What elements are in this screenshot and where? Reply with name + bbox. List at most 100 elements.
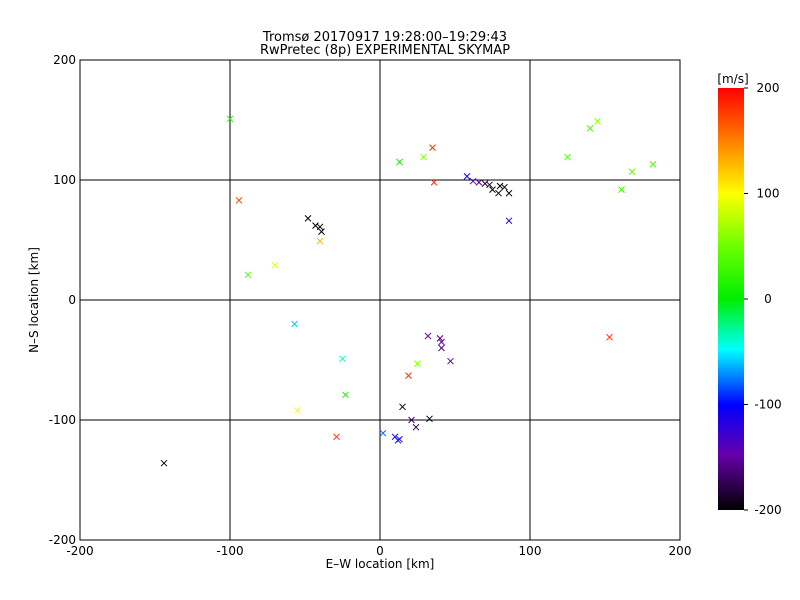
scatter-point-stroke (318, 228, 325, 235)
scatter-point-stroke (430, 179, 438, 186)
scatter-point (628, 168, 636, 175)
colorbar-tick-label: -100 (754, 398, 781, 412)
scatter-point-stroke (342, 391, 349, 399)
scatter-point (312, 222, 319, 229)
scatter-point-stroke (426, 415, 433, 423)
scatter-points (160, 115, 657, 467)
colorbar-tick-label: 200 (757, 81, 780, 95)
scatter-point (399, 403, 406, 411)
scatter-point (304, 215, 312, 222)
y-tick-label: -100 (49, 413, 76, 427)
scatter-point (342, 391, 349, 399)
scatter-point-stroke (618, 186, 625, 193)
scatter-point (618, 186, 625, 193)
scatter-point (438, 338, 445, 346)
scatter-point-stroke (505, 217, 513, 225)
scatter-point (469, 177, 477, 185)
scatter-point (244, 271, 252, 279)
scatter-point-stroke (226, 115, 234, 123)
plot-area: -200 -100 0 100 200 -200 -100 0 100 200 (49, 53, 692, 558)
scatter-point (505, 189, 513, 197)
colorbar-tick-label: 100 (757, 187, 780, 201)
scatter-point (396, 435, 403, 443)
scatter-point (438, 344, 445, 352)
scatter-point (501, 183, 508, 191)
colorbar-tick-label: 0 (764, 292, 772, 306)
colorbar-ticks: 200 100 0 -100 -200 (744, 81, 782, 517)
scatter-point-stroke (408, 416, 415, 424)
scatter-point (412, 423, 420, 431)
scatter-point (396, 158, 403, 166)
scatter-point (586, 125, 594, 132)
scatter-point-stroke (339, 355, 346, 363)
x-tick-label: -200 (66, 544, 93, 558)
scatter-point (271, 261, 279, 269)
scatter-point (594, 117, 601, 125)
grid-lines (80, 60, 680, 540)
y-tick-label: 200 (53, 53, 76, 67)
scatter-point-stroke (463, 173, 471, 180)
scatter-point (649, 161, 657, 168)
scatter-point-stroke (424, 332, 432, 340)
scatter-point (495, 189, 502, 197)
scatter-point-stroke (438, 344, 445, 352)
scatter-point (505, 217, 513, 225)
scatter-point (486, 181, 493, 189)
colorbar-tick-label: -200 (754, 503, 781, 517)
scatter-point (339, 355, 346, 363)
scatter-point (426, 415, 433, 423)
y-tick-label: 100 (53, 173, 76, 187)
scatter-point (475, 179, 483, 186)
scatter-point-stroke (436, 335, 444, 342)
scatter-point-stroke (475, 179, 483, 186)
chart-title: Tromsø 20170917 19:28:00–19:29:43 (262, 30, 507, 45)
x-axis-ticks: -200 -100 0 100 200 (66, 534, 691, 558)
y-tick-label: 0 (68, 293, 76, 307)
scatter-point-stroke (489, 186, 496, 193)
scatter-point-stroke (294, 407, 301, 414)
scatter-point-stroke (405, 372, 412, 379)
scatter-point-stroke (438, 338, 445, 346)
y-axis-label: N–S location [km] (27, 247, 41, 353)
x-tick-label: -100 (216, 544, 243, 558)
scatter-point (424, 332, 432, 340)
scatter-point-stroke (271, 261, 279, 269)
scatter-point-stroke (399, 403, 406, 411)
scatter-point (436, 335, 444, 342)
scatter-point (447, 357, 454, 365)
scatter-point-stroke (414, 360, 421, 367)
scatter-point (333, 433, 340, 441)
colorbar-label: [m/s] (717, 72, 748, 86)
scatter-point-stroke (316, 237, 324, 245)
scatter-point-stroke (649, 161, 657, 168)
scatter-point (160, 459, 168, 467)
scatter-point-stroke (594, 117, 601, 125)
x-axis-label: E–W location [km] (326, 557, 435, 571)
scatter-point (316, 237, 324, 245)
scatter-point (294, 407, 301, 414)
scatter-point-stroke (235, 197, 243, 204)
scatter-point-stroke (160, 459, 168, 467)
scatter-point-stroke (420, 153, 427, 161)
scatter-point-stroke (412, 423, 420, 431)
scatter-point-stroke (396, 435, 403, 443)
x-tick-label: 0 (376, 544, 384, 558)
scatter-point-stroke (316, 223, 324, 231)
scatter-point-stroke (391, 433, 399, 441)
scatter-point (408, 416, 415, 424)
scatter-point (481, 180, 489, 187)
x-tick-label: 100 (519, 544, 542, 558)
scatter-point (606, 333, 613, 341)
scatter-point (316, 223, 324, 231)
scatter-point-stroke (586, 125, 594, 132)
scatter-point-stroke (606, 333, 613, 341)
scatter-point-stroke (333, 433, 340, 441)
scatter-point-stroke (304, 215, 312, 222)
chart-subtitle: RwPretec (8p) EXPERIMENTAL SKYMAP (260, 43, 510, 58)
scatter-point (414, 360, 421, 367)
scatter-point (405, 372, 412, 379)
scatter-point-stroke (447, 357, 454, 365)
colorbar-gradient (718, 88, 744, 510)
scatter-point-stroke (379, 429, 387, 437)
